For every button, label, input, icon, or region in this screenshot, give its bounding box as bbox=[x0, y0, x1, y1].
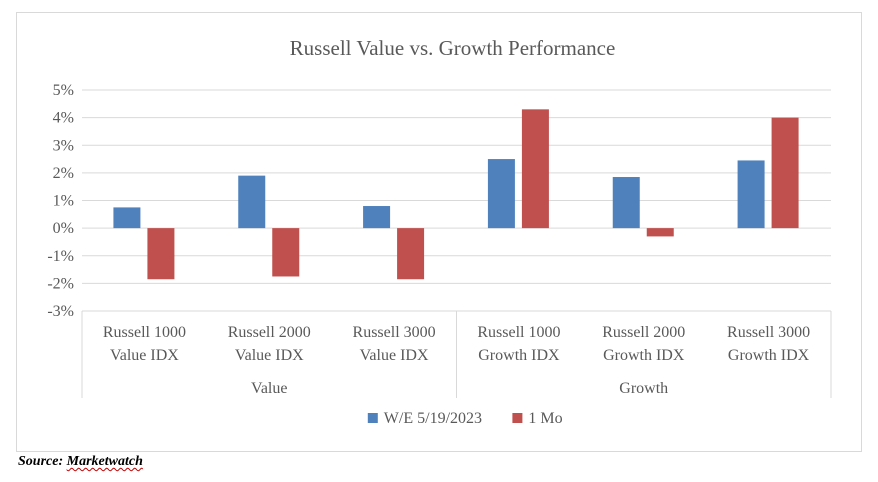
x-tick-label: Value IDX bbox=[235, 347, 304, 364]
x-tick-label: Russell 3000 bbox=[353, 324, 436, 341]
x-tick-label: Russell 2000 bbox=[228, 324, 311, 341]
bar-1mo bbox=[771, 117, 799, 229]
x-tick-label: Russell 2000 bbox=[602, 324, 685, 341]
legend-swatch bbox=[512, 413, 523, 423]
chart-svg: Russell Value vs. Growth Performance 5% 4%… bbox=[47, 36, 832, 427]
bar-we bbox=[487, 159, 515, 229]
x-tick-label: Growth IDX bbox=[478, 347, 560, 364]
bar-1mo bbox=[397, 228, 425, 280]
bar-1mo bbox=[147, 228, 175, 280]
x-tick-label: Growth IDX bbox=[603, 347, 685, 364]
bar-1mo bbox=[272, 228, 300, 277]
x-tick-label: Russell 3000 bbox=[727, 324, 810, 341]
bar-we bbox=[238, 175, 266, 229]
group-label: Growth bbox=[619, 380, 668, 397]
y-tick-label: 2% bbox=[53, 165, 74, 182]
bar-we bbox=[363, 206, 391, 229]
x-tick-label: Value IDX bbox=[110, 347, 179, 364]
y-tick-label: -3% bbox=[47, 303, 74, 320]
x-tick-label: Russell 1000 bbox=[477, 324, 560, 341]
x-tick-label: Russell 1000 bbox=[103, 324, 186, 341]
bar-we bbox=[113, 207, 141, 229]
y-tick-label: 0% bbox=[53, 220, 74, 237]
y-tick-label: 5% bbox=[53, 82, 74, 99]
bar-1mo bbox=[521, 109, 549, 229]
bar-we bbox=[612, 177, 640, 229]
chart-frame: Russell Value vs. Growth Performance 5% 4%… bbox=[16, 12, 862, 452]
y-tick-label: 1% bbox=[53, 193, 74, 210]
x-tick-label: Value IDX bbox=[360, 347, 429, 364]
y-tick-label: 4% bbox=[53, 110, 74, 127]
source-name: Marketwatch bbox=[66, 454, 143, 469]
chart-title: Russell Value vs. Growth Performance bbox=[290, 36, 616, 60]
source-note: Source: Marketwatch bbox=[18, 454, 143, 470]
y-tick-label: 3% bbox=[53, 137, 74, 154]
x-tick-label: Growth IDX bbox=[728, 347, 810, 364]
y-tick-label: -2% bbox=[47, 275, 74, 292]
bar-we bbox=[737, 160, 765, 229]
legend-label: W/E 5/19/2023 bbox=[384, 410, 482, 427]
legend-label: 1 Mo bbox=[528, 410, 562, 427]
y-tick-label: -1% bbox=[47, 248, 74, 265]
group-label: Value bbox=[251, 380, 287, 397]
source-prefix: Source: bbox=[18, 454, 67, 469]
bar-1mo bbox=[646, 228, 674, 237]
legend-swatch bbox=[367, 413, 378, 423]
